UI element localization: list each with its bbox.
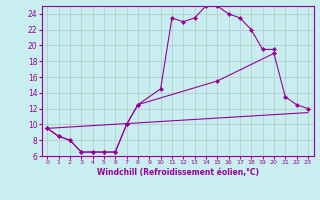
X-axis label: Windchill (Refroidissement éolien,°C): Windchill (Refroidissement éolien,°C) xyxy=(97,168,259,177)
